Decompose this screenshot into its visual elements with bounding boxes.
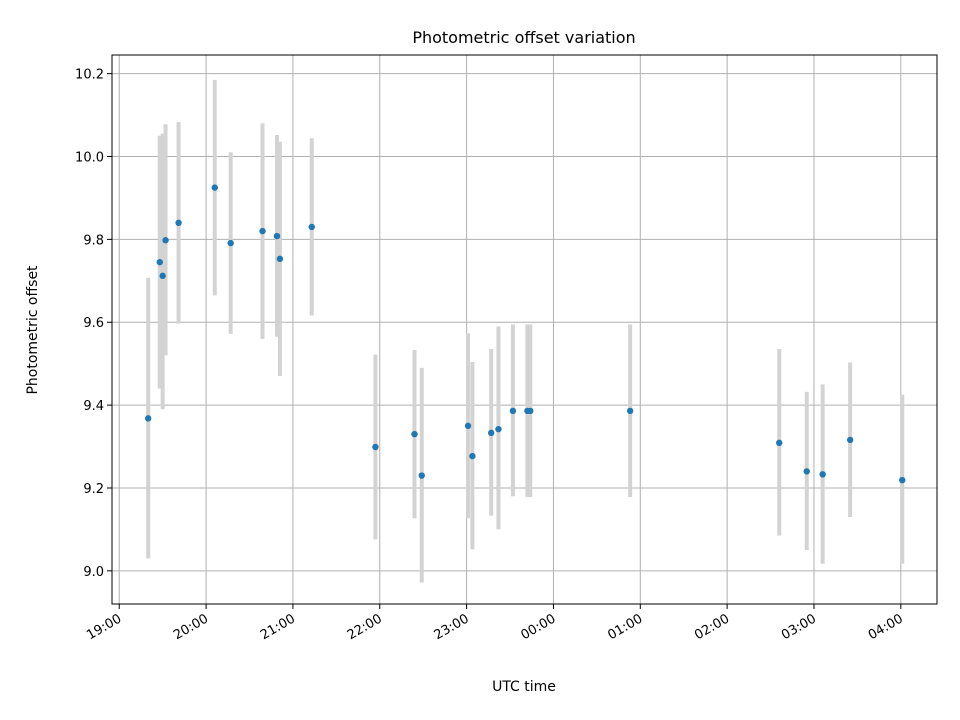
data-point bbox=[509, 407, 517, 415]
x-tick-label: 01:00 bbox=[605, 611, 645, 643]
y-tick-label: 10.0 bbox=[75, 151, 104, 166]
x-tick-label: 04:00 bbox=[866, 611, 906, 643]
y-tick-label: 9.0 bbox=[83, 565, 104, 580]
data-point bbox=[211, 184, 218, 191]
data-point bbox=[411, 430, 418, 438]
data-point bbox=[276, 255, 284, 263]
data-point bbox=[259, 227, 266, 235]
data-point bbox=[803, 468, 810, 475]
data-points bbox=[144, 184, 906, 484]
x-tick-label: 02:00 bbox=[692, 611, 732, 643]
chart-title: Photometric offset variation bbox=[412, 28, 635, 47]
data-point bbox=[418, 472, 425, 479]
x-tick-label: 00:00 bbox=[518, 611, 558, 643]
y-tick-label: 9.6 bbox=[83, 316, 104, 331]
data-point bbox=[819, 471, 826, 478]
y-tick-label: 9.2 bbox=[83, 482, 104, 497]
data-point bbox=[469, 452, 476, 460]
x-tick-label: 21:00 bbox=[258, 611, 298, 643]
data-point bbox=[156, 258, 163, 266]
data-point bbox=[495, 425, 502, 433]
x-tick-label: 22:00 bbox=[345, 611, 385, 643]
y-axis-ticks: 9.0 9.2 9.4 9.6 9.8 10.0 10.2 bbox=[75, 68, 112, 580]
x-axis-label: UTC time bbox=[492, 679, 556, 695]
x-tick-label: 20:00 bbox=[171, 611, 211, 643]
grid bbox=[112, 55, 937, 604]
data-point bbox=[464, 422, 472, 430]
y-tick-label: 9.4 bbox=[83, 399, 104, 414]
data-point bbox=[899, 476, 906, 484]
data-point bbox=[372, 443, 379, 451]
data-point bbox=[144, 415, 152, 422]
data-point bbox=[626, 407, 634, 415]
x-axis-ticks: 19:00 20:00 21:00 22:00 23:00 00:00 01:00 02:00… bbox=[84, 604, 906, 643]
data-point bbox=[227, 239, 234, 247]
x-tick-label: 23:00 bbox=[432, 611, 472, 643]
data-point bbox=[846, 436, 854, 444]
data-point bbox=[527, 407, 534, 415]
data-point bbox=[308, 223, 315, 231]
data-point bbox=[159, 272, 166, 280]
error-bars bbox=[146, 79, 905, 583]
data-point bbox=[776, 439, 783, 447]
x-tick-label: 03:00 bbox=[779, 611, 819, 643]
plot-frame bbox=[111, 54, 938, 605]
y-tick-label: 9.8 bbox=[83, 233, 104, 248]
x-tick-label: 19:00 bbox=[84, 611, 124, 643]
data-point bbox=[488, 429, 495, 437]
data-point bbox=[162, 237, 169, 244]
data-point bbox=[175, 219, 182, 227]
data-point bbox=[273, 232, 281, 240]
y-tick-label: 10.2 bbox=[75, 68, 104, 83]
y-axis-label: Photometric offset bbox=[25, 265, 41, 395]
